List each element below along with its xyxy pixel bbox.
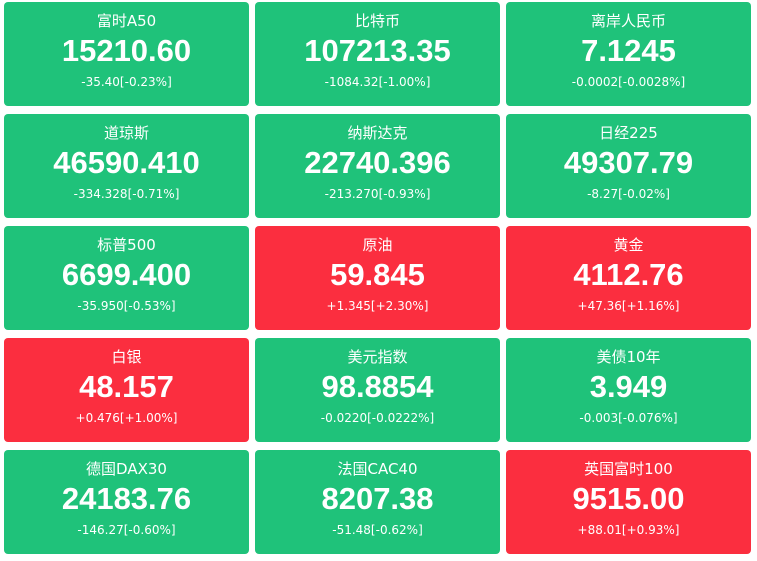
quote-name: 比特币 [354,12,400,30]
quote-value: 4112.76 [573,257,684,292]
quote-change: +1.345[+2.30%] [326,299,429,313]
quote-change: -1084.32[-1.00%] [324,75,431,89]
quote-name: 美元指数 [347,348,408,366]
quote-value: 3.949 [589,369,668,404]
quote-change: +88.01[+0.93%] [577,523,680,537]
quote-value: 7.1245 [581,33,676,68]
quote-tile-france-cac40[interactable]: 法国CAC40 8207.38 -51.48[-0.62%] [255,450,500,554]
quote-change: -35.40[-0.23%] [81,75,172,89]
quote-value: 24183.76 [61,481,192,516]
quote-tile-offshore-rmb[interactable]: 离岸人民币 7.1245 -0.0002[-0.0028%] [506,2,751,106]
quote-change: -0.0220[-0.0222%] [320,411,435,425]
quote-tile-nikkei-225[interactable]: 日经225 49307.79 -8.27[-0.02%] [506,114,751,218]
quote-tile-us-dollar-index[interactable]: 美元指数 98.8854 -0.0220[-0.0222%] [255,338,500,442]
quote-tile-crude-oil[interactable]: 原油 59.845 +1.345[+2.30%] [255,226,500,330]
quote-change: -51.48[-0.62%] [332,523,423,537]
quote-tile-ftse-china-a50[interactable]: 富时A50 15210.60 -35.40[-0.23%] [4,2,249,106]
quote-name: 离岸人民币 [590,12,666,30]
quote-tile-us-10y-treasury[interactable]: 美债10年 3.949 -0.003[-0.076%] [506,338,751,442]
quote-name: 白银 [111,348,142,366]
quote-name: 道琼斯 [103,124,149,142]
quote-tile-sp500[interactable]: 标普500 6699.400 -35.950[-0.53%] [4,226,249,330]
quote-change: +0.476[+1.00%] [75,411,178,425]
quote-name: 德国DAX30 [86,460,167,478]
quote-name: 原油 [362,236,393,254]
quote-value: 46590.410 [53,145,200,180]
quote-tile-bitcoin[interactable]: 比特币 107213.35 -1084.32[-1.00%] [255,2,500,106]
quote-name: 法国CAC40 [337,460,418,478]
quote-tile-silver[interactable]: 白银 48.157 +0.476[+1.00%] [4,338,249,442]
quote-value: 9515.00 [572,481,685,516]
quote-value: 59.845 [330,257,425,292]
quote-name: 美债10年 [596,348,661,366]
quote-value: 49307.79 [563,145,694,180]
quote-value: 6699.400 [61,257,192,292]
quote-change: -8.27[-0.02%] [587,187,670,201]
quote-change: -146.27[-0.60%] [77,523,176,537]
quote-name: 英国富时100 [584,460,673,478]
quote-tile-dow-jones[interactable]: 道琼斯 46590.410 -334.328[-0.71%] [4,114,249,218]
quote-tile-uk-ftse-100[interactable]: 英国富时100 9515.00 +88.01[+0.93%] [506,450,751,554]
quote-change: +47.36[+1.16%] [577,299,680,313]
quote-name: 标普500 [97,236,156,254]
quote-change: -334.328[-0.71%] [73,187,180,201]
quote-value: 22740.396 [304,145,451,180]
quote-name: 黄金 [613,236,644,254]
quote-change: -35.950[-0.53%] [77,299,176,313]
quote-name: 日经225 [599,124,658,142]
quote-change: -213.270[-0.93%] [324,187,431,201]
quote-value: 8207.38 [321,481,434,516]
quote-value: 98.8854 [321,369,434,404]
quote-value: 107213.35 [304,33,451,68]
quote-change: -0.003[-0.076%] [579,411,678,425]
quote-change: -0.0002[-0.0028%] [571,75,686,89]
quote-tile-nasdaq[interactable]: 纳斯达克 22740.396 -213.270[-0.93%] [255,114,500,218]
quote-value: 15210.60 [61,33,192,68]
quote-name: 纳斯达克 [347,124,408,142]
quote-tile-gold[interactable]: 黄金 4112.76 +47.36[+1.16%] [506,226,751,330]
quote-value: 48.157 [79,369,174,404]
quote-name: 富时A50 [96,12,157,30]
quote-tile-germany-dax30[interactable]: 德国DAX30 24183.76 -146.27[-0.60%] [4,450,249,554]
